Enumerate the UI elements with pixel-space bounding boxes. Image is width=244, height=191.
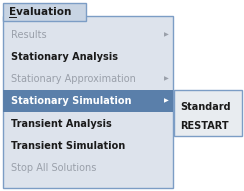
Text: Stationary Analysis: Stationary Analysis	[11, 52, 118, 62]
Text: ▶: ▶	[164, 77, 168, 82]
Text: Stationary Simulation: Stationary Simulation	[11, 96, 132, 106]
Text: Evaluation: Evaluation	[9, 7, 71, 17]
Text: Results: Results	[11, 30, 47, 40]
Text: Standard: Standard	[180, 102, 231, 112]
Text: RESTART: RESTART	[180, 121, 229, 131]
Bar	[174, 90, 242, 136]
Text: ▶: ▶	[164, 99, 168, 104]
Text: Transient Simulation: Transient Simulation	[11, 141, 125, 151]
Bar	[3, 90, 173, 112]
Text: ▶: ▶	[164, 32, 168, 37]
Text: Transient Analysis: Transient Analysis	[11, 119, 112, 129]
Text: Stationary Approximation: Stationary Approximation	[11, 74, 136, 84]
Bar	[3, 3, 86, 21]
Text: Stop All Solutions: Stop All Solutions	[11, 163, 96, 173]
Bar	[3, 16, 173, 188]
